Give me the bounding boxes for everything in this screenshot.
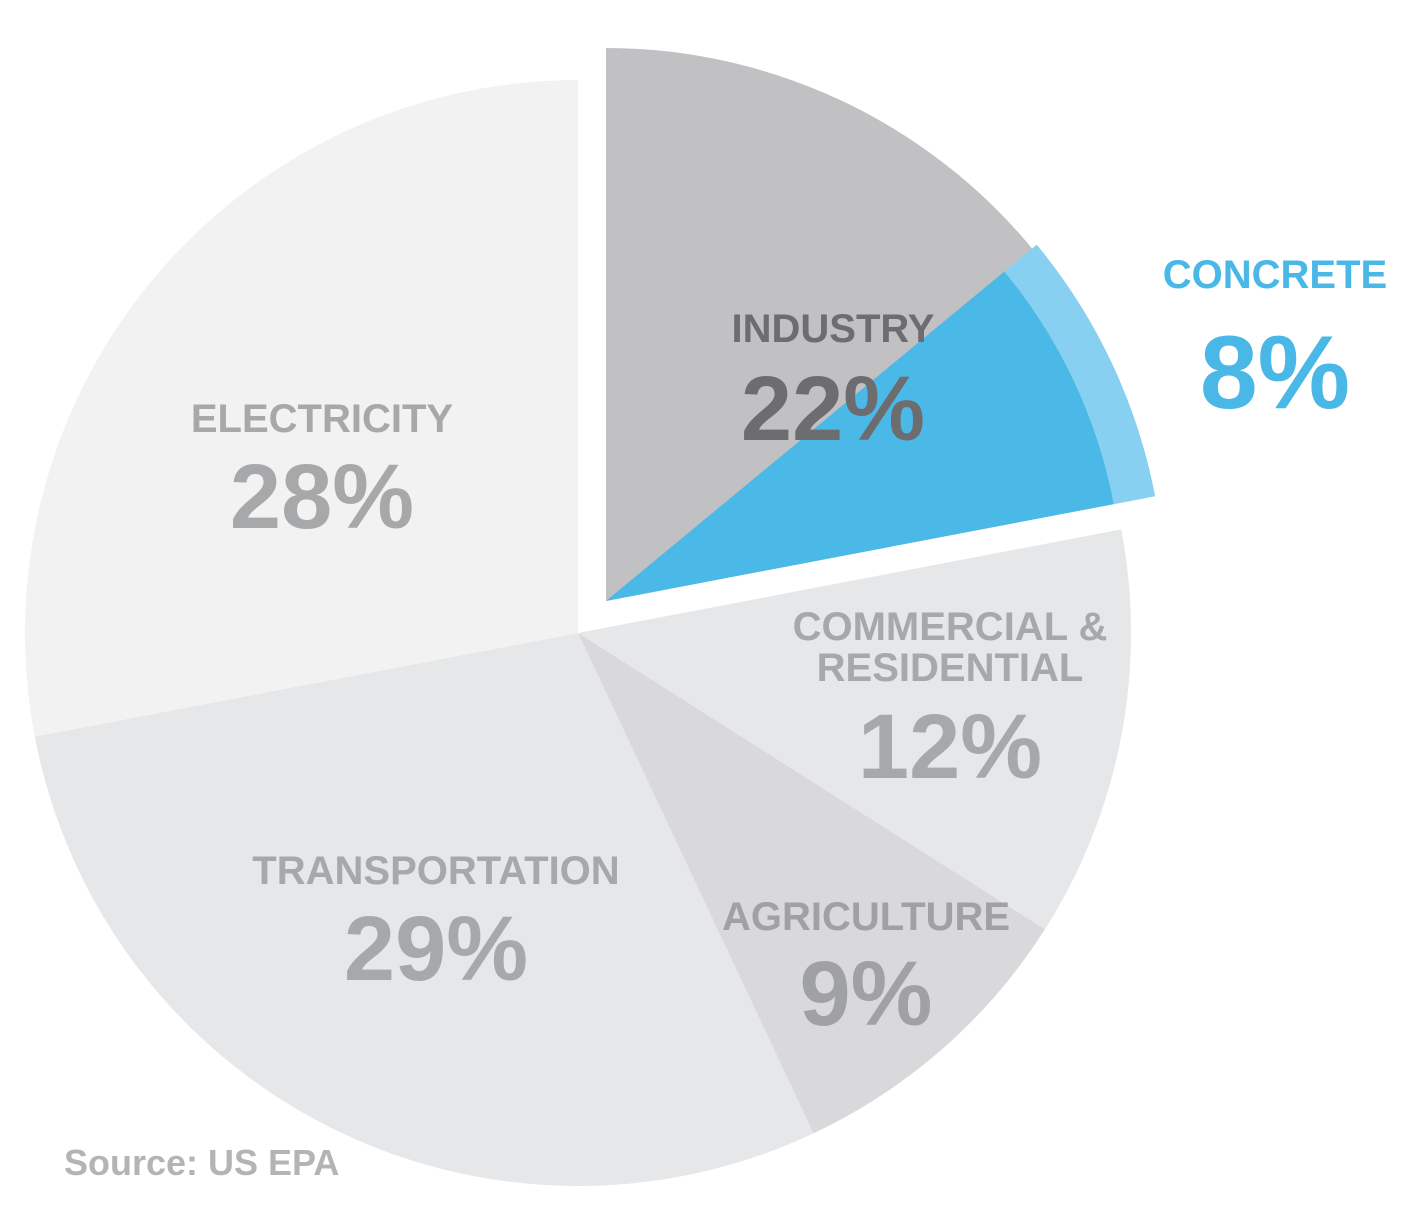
source-note: Source: US EPA [64, 1142, 339, 1183]
slice-label-commercial-and-residential-line-2: RESIDENTIAL [817, 646, 1084, 690]
slice-value-industry: 22% [741, 358, 925, 460]
highlight-label-concrete: CONCRETE [1163, 253, 1387, 297]
pie-slice-agriculture [578, 633, 1045, 1134]
pie-slice-electricity [24, 80, 578, 737]
pie-slice-transportation [34, 633, 814, 1186]
pie-sub-slice-rim-concrete [1004, 244, 1156, 505]
slice-label-industry: INDUSTRY [732, 307, 935, 351]
slice-label-agriculture: AGRICULTURE [722, 895, 1010, 939]
slice-value-transportation: 29% [344, 898, 528, 1000]
slice-label-electricity: ELECTRICITY [191, 397, 454, 441]
slice-value-commercial-and-residential: 12% [858, 696, 1042, 798]
pie-sub-slice-concrete [606, 271, 1114, 601]
slice-label-commercial-and-residential-line-1: COMMERCIAL & [793, 605, 1108, 649]
slice-value-electricity: 28% [230, 446, 414, 548]
slice-value-agriculture: 9% [800, 943, 933, 1045]
highlight-value-concrete: 8% [1200, 315, 1350, 431]
pie-slice-commercial-and-residential [578, 529, 1131, 930]
slice-label-transportation: TRANSPORTATION [252, 849, 619, 893]
